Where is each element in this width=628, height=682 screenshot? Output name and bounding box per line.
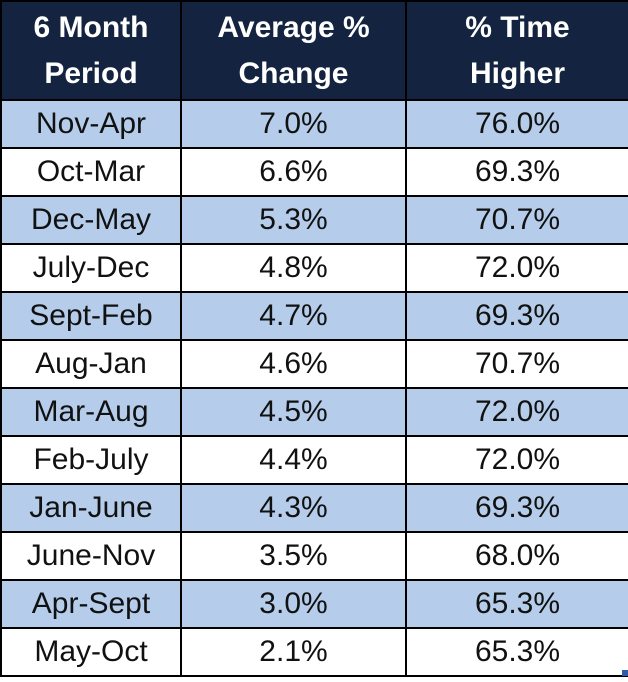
- table-body: Nov-Apr 7.0% 76.0% Oct-Mar 6.6% 69.3% De…: [0, 99, 628, 677]
- table-row: Oct-Mar 6.6% 69.3%: [0, 147, 628, 197]
- cell-average-change: 4.3%: [180, 483, 407, 533]
- cell-time-higher: 68.0%: [405, 531, 628, 581]
- header-average-change: Average % Change: [180, 0, 407, 101]
- cell-average-change: 4.4%: [180, 435, 407, 485]
- cell-period: Aug-Jan: [0, 339, 182, 389]
- cell-average-change: 3.0%: [180, 579, 407, 629]
- table-row: Nov-Apr 7.0% 76.0%: [0, 99, 628, 149]
- cell-time-higher: 69.3%: [405, 483, 628, 533]
- table-row: Jan-June 4.3% 69.3%: [0, 483, 628, 533]
- cell-time-higher: 65.3%: [405, 579, 628, 629]
- cell-time-higher: 72.0%: [405, 243, 628, 293]
- cell-time-higher: 70.7%: [405, 195, 628, 245]
- cell-average-change: 6.6%: [180, 147, 407, 197]
- cell-period: Apr-Sept: [0, 579, 182, 629]
- cell-period: Dec-May: [0, 195, 182, 245]
- cell-average-change: 2.1%: [180, 627, 407, 677]
- table-row: Feb-July 4.4% 72.0%: [0, 435, 628, 485]
- cell-average-change: 4.7%: [180, 291, 407, 341]
- cell-period: May-Oct: [0, 627, 182, 677]
- cell-period: June-Nov: [0, 531, 182, 581]
- cell-period: Jan-June: [0, 483, 182, 533]
- cell-period: Feb-July: [0, 435, 182, 485]
- cell-time-higher: 72.0%: [405, 387, 628, 437]
- table-row: Aug-Jan 4.6% 70.7%: [0, 339, 628, 389]
- cell-average-change: 3.5%: [180, 531, 407, 581]
- cell-average-change: 4.5%: [180, 387, 407, 437]
- cell-time-higher: 76.0%: [405, 99, 628, 149]
- header-time-higher: % Time Higher: [405, 0, 628, 101]
- header-period: 6 Month Period: [0, 0, 182, 101]
- table-row: May-Oct 2.1% 65.3%: [0, 627, 628, 677]
- cell-average-change: 4.8%: [180, 243, 407, 293]
- cell-time-higher: 69.3%: [405, 147, 628, 197]
- selection-handle[interactable]: [622, 670, 628, 676]
- cell-time-higher: 72.0%: [405, 435, 628, 485]
- table-row: Dec-May 5.3% 70.7%: [0, 195, 628, 245]
- cell-time-higher: 69.3%: [405, 291, 628, 341]
- table-row: July-Dec 4.8% 72.0%: [0, 243, 628, 293]
- table-row: Mar-Aug 4.5% 72.0%: [0, 387, 628, 437]
- cell-average-change: 7.0%: [180, 99, 407, 149]
- cell-time-higher: 70.7%: [405, 339, 628, 389]
- cell-period: Sept-Feb: [0, 291, 182, 341]
- cell-time-higher: 65.3%: [405, 627, 628, 677]
- cell-average-change: 5.3%: [180, 195, 407, 245]
- cell-period: Oct-Mar: [0, 147, 182, 197]
- table-row: Apr-Sept 3.0% 65.3%: [0, 579, 628, 629]
- cell-period: Mar-Aug: [0, 387, 182, 437]
- cell-period: Nov-Apr: [0, 99, 182, 149]
- table-row: June-Nov 3.5% 68.0%: [0, 531, 628, 581]
- table-header: 6 Month Period Average % Change % Time High…: [0, 0, 628, 101]
- header-row: 6 Month Period Average % Change % Time High…: [0, 0, 628, 101]
- table-row: Sept-Feb 4.7% 69.3%: [0, 291, 628, 341]
- cell-period: July-Dec: [0, 243, 182, 293]
- cell-average-change: 4.6%: [180, 339, 407, 389]
